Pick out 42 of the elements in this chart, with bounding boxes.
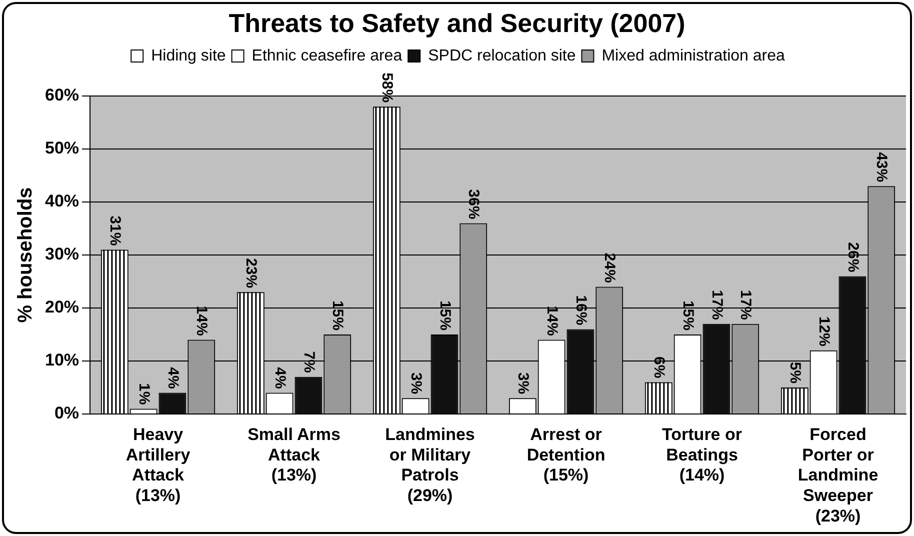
x-tick-label: Landmines or Military Patrols (29%) xyxy=(385,424,475,506)
data-label: 26% xyxy=(844,242,862,272)
x-tick-label: Heavy Artillery Attack (13%) xyxy=(126,424,191,506)
data-label: 6% xyxy=(650,356,668,378)
data-label: 43% xyxy=(873,152,890,182)
data-label: 17% xyxy=(708,290,726,320)
data-label: 15% xyxy=(436,300,454,330)
y-tick-label: 0% xyxy=(54,404,80,423)
data-label: 58% xyxy=(378,72,396,103)
data-label: 15% xyxy=(679,300,696,330)
data-label: 3% xyxy=(514,372,532,394)
data-label: 17% xyxy=(737,290,754,320)
data-label: 4% xyxy=(271,367,288,389)
y-tick-label: 40% xyxy=(44,192,80,211)
x-tick-label: Arrest or Detention (15%) xyxy=(526,424,606,485)
y-tick-label: 60% xyxy=(44,86,80,105)
y-tick-label: 10% xyxy=(44,350,80,370)
y-tick-label: 20% xyxy=(44,298,80,317)
data-label: 15% xyxy=(329,300,346,330)
x-tick-label: Torture or Beatings (14%) xyxy=(662,424,742,485)
data-label: 14% xyxy=(543,306,560,336)
data-label: 3% xyxy=(407,372,424,394)
legend-label: Mixed administration area xyxy=(602,47,786,64)
legend-label: Hiding site xyxy=(151,47,226,64)
x-tick-label: Forced Porter or Landmine Sweeper (23%) xyxy=(798,424,878,526)
x-tick-label: Small Arms Attack (13%) xyxy=(248,424,340,485)
data-label: 36% xyxy=(465,189,482,220)
data-label: 4% xyxy=(164,367,182,389)
chart-title: Threats to Safety and Security (2007) xyxy=(228,8,686,39)
data-label: 5% xyxy=(786,362,804,384)
data-label: 14% xyxy=(193,306,210,336)
data-label: 24% xyxy=(601,252,618,283)
data-label: 1% xyxy=(135,383,152,405)
y-axis-title: % households xyxy=(14,187,37,323)
data-label: 31% xyxy=(106,216,124,246)
data-label: 12% xyxy=(815,316,832,346)
data-label: 16% xyxy=(572,295,590,326)
y-tick-label: 30% xyxy=(44,244,80,264)
legend-label: SPDC relocation site xyxy=(428,47,576,64)
legend-label: Ethnic ceasefire area xyxy=(252,47,402,64)
data-label: 23% xyxy=(242,258,260,288)
y-tick-label: 50% xyxy=(44,138,80,158)
